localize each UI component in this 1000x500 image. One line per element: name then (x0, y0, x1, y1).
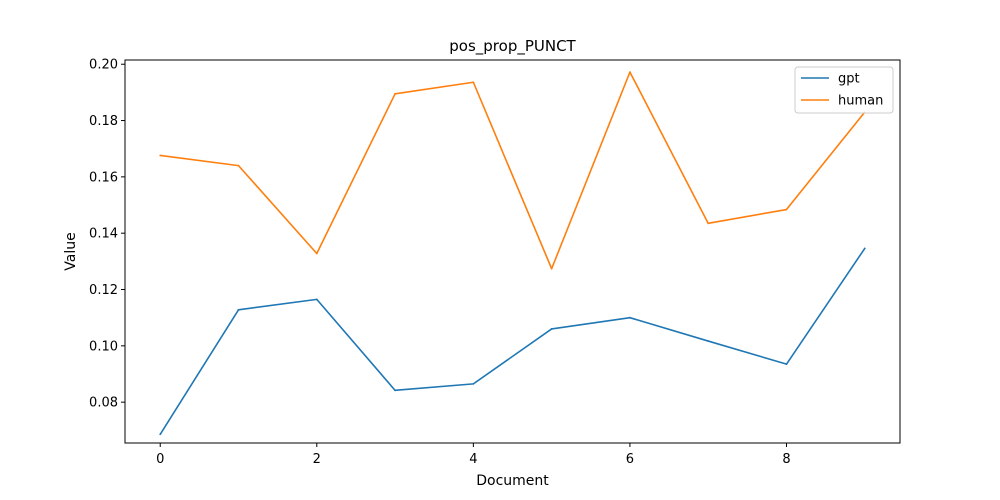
plot-frame (124, 59, 901, 444)
data-point-human (629, 71, 631, 74)
data-point-human (707, 222, 710, 225)
x-tick-label: 0 (156, 452, 164, 467)
data-point-human (237, 164, 240, 167)
series-line-human (160, 71, 866, 270)
legend: gpt human (794, 66, 894, 114)
y-tick-label: 0.20 (89, 58, 118, 73)
x-tick-label: 4 (469, 452, 477, 467)
data-point-gpt (863, 247, 866, 250)
data-point-gpt (394, 389, 396, 392)
y-tick-label: 0.18 (89, 114, 118, 129)
data-point-gpt (707, 340, 710, 342)
data-point-human (785, 208, 788, 211)
plot-area (159, 71, 866, 436)
x-tick-label: 8 (782, 452, 790, 467)
x-tick-label: 2 (313, 452, 321, 467)
data-point-human (472, 81, 475, 84)
data-point-gpt (629, 316, 631, 319)
legend-label-gpt: gpt (838, 72, 860, 87)
data-point-gpt (159, 433, 162, 436)
data-point-human (550, 267, 553, 270)
data-point-gpt (237, 308, 240, 311)
data-point-gpt (472, 382, 475, 385)
data-point-human (159, 154, 162, 157)
data-point-gpt (785, 363, 788, 366)
data-point-gpt (315, 298, 318, 301)
series-line-gpt (159, 247, 866, 435)
y-axis: 0.08 0.10 0.12 0.14 0.16 0.18 0.20 (89, 58, 125, 411)
chart-title: pos_prop_PUNCT (449, 37, 576, 56)
y-tick-label: 0.14 (89, 227, 118, 242)
y-tick-label: 0.12 (89, 283, 118, 298)
x-axis: 0 2 4 6 8 (156, 443, 791, 467)
x-tick-label: 6 (626, 452, 634, 467)
legend-label-human: human (838, 94, 883, 109)
data-point-gpt (550, 328, 553, 330)
y-axis-label: Value (63, 232, 79, 270)
y-tick-label: 0.16 (89, 170, 118, 185)
x-axis-label: Document (476, 473, 549, 489)
y-tick-label: 0.10 (89, 339, 118, 354)
data-point-human (394, 92, 396, 95)
y-tick-label: 0.08 (89, 396, 118, 411)
data-point-human (315, 252, 318, 255)
